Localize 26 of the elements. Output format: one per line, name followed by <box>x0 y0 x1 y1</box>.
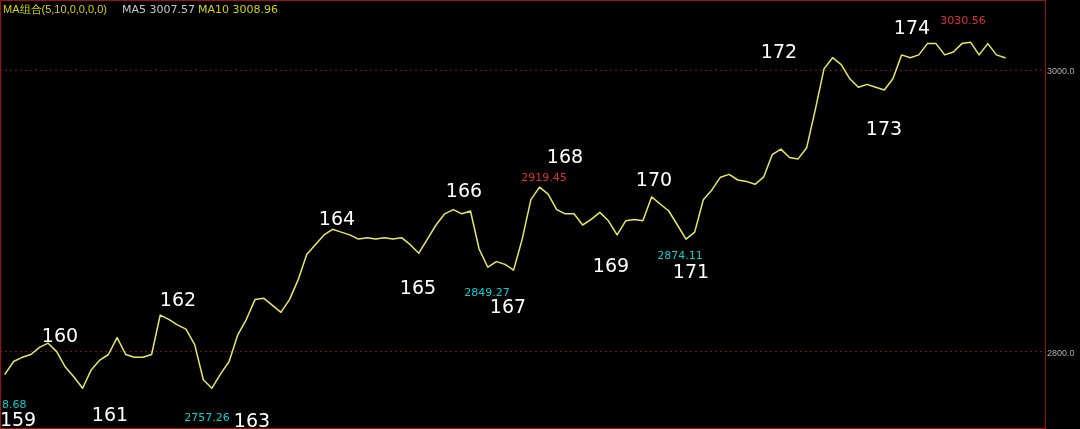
annotation: 168 <box>546 145 584 167</box>
annotation: 2874.11 <box>657 249 703 262</box>
annotation: 161 <box>91 403 129 425</box>
annotation: 173 <box>865 117 903 139</box>
annotation: 8.68 <box>2 398 27 411</box>
annotation: MA10 3008.96 <box>198 3 278 16</box>
y-tick-label: 2800.0 <box>1047 347 1075 358</box>
annotation: 165 <box>399 276 437 298</box>
annotation: 2757.26 <box>184 411 230 424</box>
line-series <box>4 41 1006 389</box>
annotation: 170 <box>635 168 673 190</box>
y-tick-label: 3000.0 <box>1047 66 1075 77</box>
annotation: 2919.45 <box>521 171 567 184</box>
annotation: MA5 3007.57 <box>122 3 195 16</box>
chart-title: MA组合(5,10,0,0,0,0) <box>3 3 107 15</box>
annotation: 172 <box>760 40 798 62</box>
annotation: 3030.56 <box>940 14 986 27</box>
annotation: 174 <box>893 16 931 38</box>
annotation: 171 <box>672 260 710 282</box>
annotation: 163 <box>233 409 271 429</box>
annotation: 166 <box>445 179 483 201</box>
annotation: 160 <box>41 324 79 346</box>
annotation: 162 <box>159 288 197 310</box>
annotation: 164 <box>318 207 356 229</box>
annotation: 159 <box>0 408 37 429</box>
annotation: 169 <box>592 254 630 276</box>
